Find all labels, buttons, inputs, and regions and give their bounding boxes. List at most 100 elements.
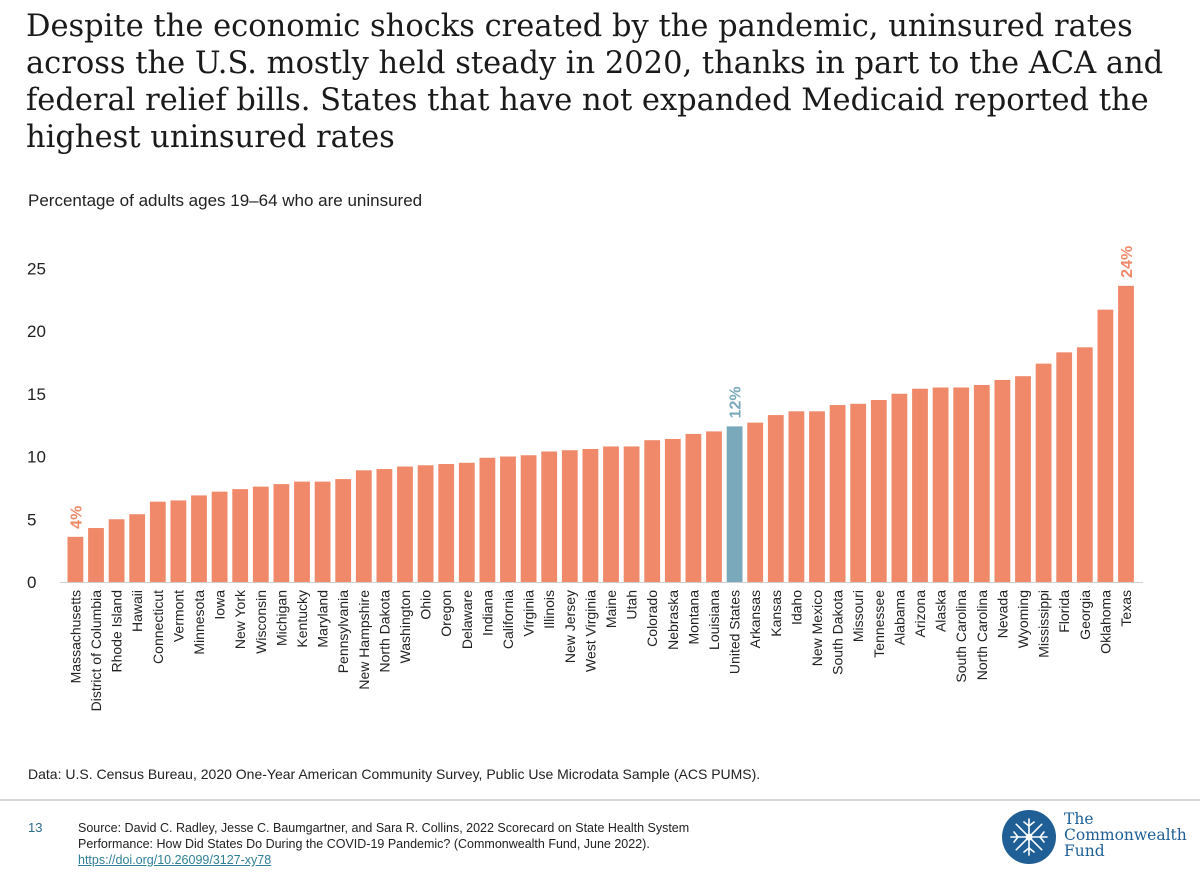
bar: [67, 536, 84, 582]
bar: [458, 462, 475, 582]
x-tick-label: Wisconsin: [253, 590, 269, 654]
bar: [232, 489, 249, 582]
x-tick-label: North Dakota: [376, 590, 392, 673]
x-tick-label: Oregon: [438, 590, 454, 637]
bar: [1056, 352, 1073, 582]
bar: [129, 514, 146, 582]
x-tick-label: Kansas: [768, 590, 784, 637]
x-tick-label: Utah: [624, 590, 640, 620]
bar: [1035, 363, 1052, 582]
data-label: 12%: [728, 386, 745, 418]
x-tick-label: Rhode Island: [109, 590, 125, 673]
x-tick-label: Ohio: [418, 590, 434, 620]
bar: [953, 387, 970, 582]
x-tick-label: Arkansas: [747, 590, 763, 648]
x-tick-label: South Carolina: [953, 590, 969, 683]
x-tick-label: West Virginia: [582, 590, 598, 672]
x-tick-label: Mississippi: [1036, 590, 1052, 658]
x-tick-label: Louisiana: [706, 590, 722, 650]
x-tick-label: Alabama: [891, 590, 907, 645]
source-line-2: Performance: How Did States Do During th…: [78, 837, 650, 851]
bar: [294, 481, 310, 582]
chart-subtitle: Percentage of adults ages 19–64 who are …: [28, 191, 423, 210]
x-tick-label: United States: [727, 590, 743, 674]
bar: [932, 387, 949, 582]
x-tick-label: New Hampshire: [356, 590, 372, 690]
commonwealth-fund-logo-icon: [1002, 810, 1056, 864]
bar: [520, 455, 537, 582]
bar: [88, 528, 104, 582]
source-line-1: Source: David C. Radley, Jesse C. Baumga…: [78, 821, 690, 835]
x-tick-label: Alaska: [933, 590, 949, 632]
x-tick-label: Missouri: [850, 590, 866, 642]
y-tick-label: 10: [27, 448, 46, 467]
bar: [582, 448, 599, 582]
x-tick-label: Arizona: [912, 590, 928, 638]
x-tick-label: North Carolina: [974, 590, 990, 680]
y-tick-label: 15: [27, 385, 46, 404]
bar: [685, 433, 702, 582]
bar: [850, 403, 867, 582]
data-label: 4%: [68, 506, 85, 529]
bar: [747, 422, 764, 582]
bar: [541, 451, 558, 582]
x-tick-label: Idaho: [788, 590, 804, 625]
x-tick-label: District of Columbia: [88, 590, 104, 712]
bar: [767, 415, 784, 582]
x-tick-label: Connecticut: [150, 590, 166, 664]
x-tick-label: Texas: [1118, 590, 1134, 627]
bar: [273, 484, 290, 582]
x-tick-label: Kentucky: [294, 590, 310, 648]
source-doi-link[interactable]: https://doi.org/10.26099/3127-xy78: [78, 853, 272, 867]
x-tick-label: Minnesota: [191, 590, 207, 655]
x-tick-label: Maryland: [315, 590, 331, 648]
bar: [170, 500, 187, 582]
y-tick-label: 5: [27, 510, 36, 529]
source-citation: Source: David C. Radley, Jesse C. Baumga…: [78, 820, 838, 868]
bar: [355, 470, 372, 582]
bar-chart: 0 5 10 15 20 25 Massachusetts District of Colum…: [27, 246, 1143, 712]
bar: [994, 379, 1011, 582]
bar-highlight: [726, 426, 743, 582]
commonwealth-fund-wordmark: The Commonwealth Fund: [1064, 811, 1187, 859]
x-tick-label: Montana: [685, 590, 701, 645]
x-tick-label: Hawaii: [129, 590, 145, 632]
bar: [603, 446, 619, 582]
x-tick-label: Tennessee: [871, 590, 887, 658]
data-label: 24%: [1119, 246, 1136, 278]
y-tick-label: 20: [27, 322, 46, 341]
bar: [417, 465, 434, 582]
bar: [1097, 309, 1114, 582]
bar: [252, 486, 269, 582]
footer-divider: [0, 799, 1200, 801]
x-tick-label: New York: [232, 589, 248, 649]
bar: [191, 495, 207, 582]
x-tick-label: California: [500, 590, 516, 649]
slide-title: Despite the economic shocks created by t…: [26, 9, 1164, 155]
x-tick-label: Illinois: [541, 590, 557, 629]
bar: [870, 400, 887, 582]
x-tick-label: Colorado: [644, 590, 660, 647]
bar: [397, 466, 413, 582]
bar: [644, 440, 661, 582]
x-tick-label: Delaware: [459, 590, 475, 649]
x-tick-label: Florida: [1056, 590, 1072, 633]
data-source-note: Data: U.S. Census Bureau, 2020 One-Year …: [28, 766, 761, 782]
x-tick-label: Virginia: [521, 590, 537, 637]
bar: [829, 405, 846, 582]
bar: [706, 431, 722, 582]
bar: [973, 384, 990, 582]
bar: [376, 469, 393, 582]
bar: [623, 446, 640, 582]
bar: [211, 491, 228, 582]
bar: [335, 479, 352, 582]
x-tick-label: New Jersey: [562, 590, 578, 663]
bar: [809, 411, 825, 582]
x-tick-label: Georgia: [1077, 590, 1093, 640]
x-tick-label: Massachusetts: [67, 590, 83, 683]
x-tick-label: Washington: [397, 590, 413, 663]
x-tick-label: Pennsylvania: [335, 590, 351, 673]
bar: [314, 481, 331, 582]
x-tick-label: Indiana: [479, 590, 495, 636]
bar: [912, 388, 928, 582]
